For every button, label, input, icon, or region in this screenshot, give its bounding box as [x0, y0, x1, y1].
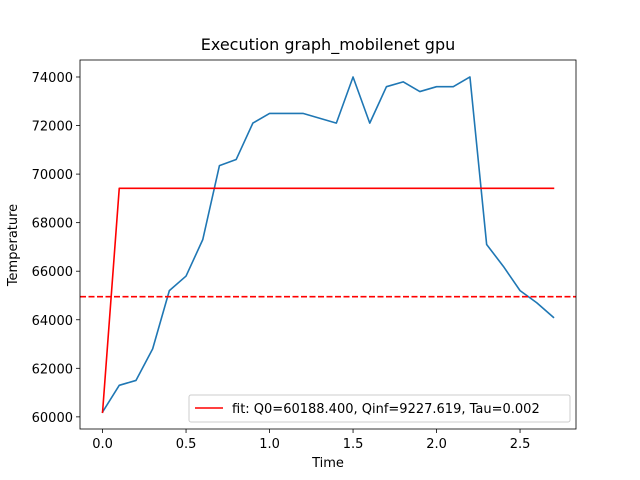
chart-title: Execution graph_mobilenet gpu	[201, 35, 456, 55]
y-tick-label: 70000	[32, 168, 73, 183]
x-tick-label: 2.0	[426, 437, 447, 452]
axes-frame	[79, 59, 577, 430]
y-tick-label: 72000	[32, 120, 73, 135]
x-tick-label: 0.5	[176, 437, 197, 452]
y-tick-label: 62000	[32, 362, 73, 377]
legend-frame	[188, 394, 571, 423]
x-tick-label: 0.0	[92, 437, 113, 452]
y-axis-label: Temperature	[6, 204, 21, 287]
series-line-1	[101, 187, 555, 414]
plot-area: 0.0 0.5 1.0 1.5 2.0 2.5 60000 62000 64000 66000 68…	[32, 59, 577, 452]
legend: fit: Q0=60188.400, Qinf=9227.619, Tau=0.…	[188, 394, 571, 423]
x-axis-label: Time	[311, 456, 344, 471]
y-tick-label: 60000	[32, 411, 73, 426]
y-tick-label: 66000	[32, 265, 73, 280]
series-line-0	[101, 76, 555, 414]
x-tick-label: 2.5	[510, 437, 531, 452]
y-tick-label: 74000	[32, 71, 73, 86]
legend-entry-fit: fit: Q0=60188.400, Qinf=9227.619, Tau=0.…	[232, 402, 540, 417]
y-tick-label: 68000	[32, 217, 73, 232]
x-tick-label: 1.0	[259, 437, 280, 452]
y-tick-label: 64000	[32, 314, 73, 329]
x-tick-label: 1.5	[343, 437, 364, 452]
